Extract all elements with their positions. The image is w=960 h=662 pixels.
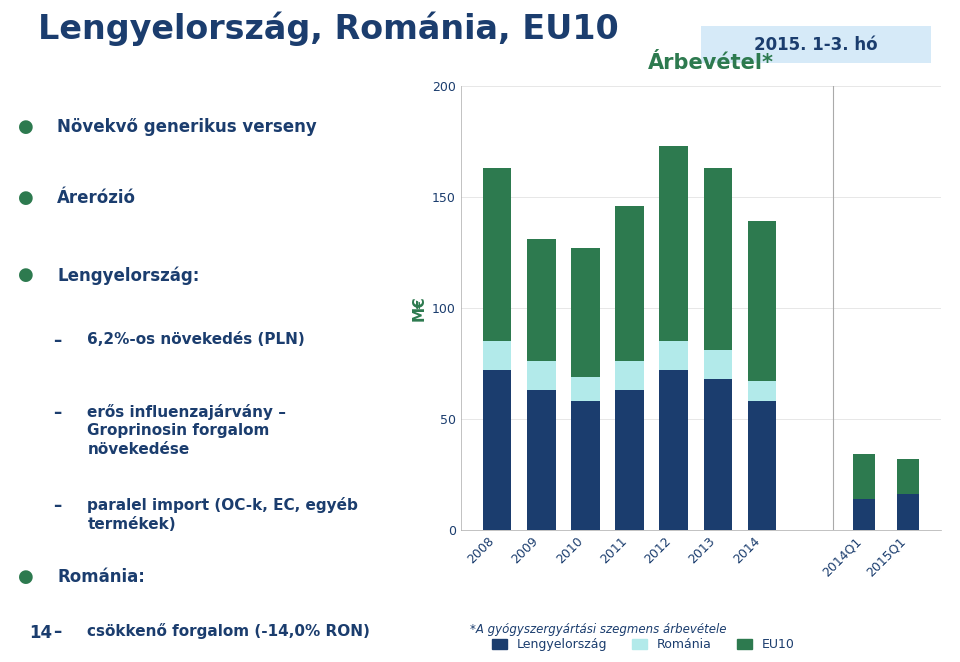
Text: csökkenő forgalom (-14,0% RON): csökkenő forgalom (-14,0% RON): [87, 624, 371, 639]
Text: 2015. 1-3. hó: 2015. 1-3. hó: [755, 36, 877, 54]
Bar: [852, 454, 875, 498]
Bar: [660, 341, 688, 370]
Text: ●: ●: [18, 569, 34, 587]
Text: 14: 14: [29, 624, 52, 642]
Bar: [615, 206, 644, 361]
Bar: [748, 381, 777, 401]
Bar: [660, 370, 688, 530]
Text: –: –: [53, 497, 61, 515]
Bar: [704, 168, 732, 350]
Text: ●: ●: [18, 118, 34, 136]
Bar: [748, 221, 777, 381]
Text: ●: ●: [18, 189, 34, 207]
Text: Árerózió: Árerózió: [58, 189, 136, 207]
Bar: [483, 341, 512, 370]
Text: ●: ●: [18, 266, 34, 284]
Bar: [897, 459, 919, 494]
Text: –: –: [53, 404, 61, 422]
Bar: [527, 361, 556, 390]
Text: 6,2%-os növekedés (PLN): 6,2%-os növekedés (PLN): [87, 332, 305, 347]
Text: erős influenzajárvány –
Groprinosin forgalom
növekedése: erős influenzajárvány – Groprinosin forg…: [87, 404, 286, 457]
Text: paralel import (OC-k, EC, egyéb
termékek): paralel import (OC-k, EC, egyéb termékek…: [87, 497, 358, 532]
Bar: [527, 239, 556, 361]
Bar: [748, 401, 777, 530]
Text: *A gyógyszergyártási szegmens árbevétele: *A gyógyszergyártási szegmens árbevétele: [470, 622, 727, 636]
Bar: [483, 370, 512, 530]
Text: Lengyelország, Románia, EU10: Lengyelország, Románia, EU10: [38, 12, 619, 46]
Y-axis label: M€: M€: [412, 295, 426, 320]
Text: –: –: [53, 332, 61, 350]
Bar: [483, 168, 512, 341]
Bar: [660, 146, 688, 341]
Bar: [897, 494, 919, 530]
Bar: [704, 379, 732, 530]
Text: Árbevétel*: Árbevétel*: [647, 53, 774, 73]
Bar: [704, 350, 732, 379]
Bar: [615, 361, 644, 390]
Bar: [571, 248, 600, 377]
Text: –: –: [53, 624, 61, 641]
Bar: [571, 377, 600, 401]
Bar: [852, 498, 875, 530]
Legend: Lengyelország, Románia, EU10: Lengyelország, Románia, EU10: [487, 634, 800, 657]
Bar: [527, 390, 556, 530]
Bar: [571, 401, 600, 530]
Text: Növekvő generikus verseny: Növekvő generikus verseny: [58, 118, 317, 136]
Bar: [615, 390, 644, 530]
Text: Románia:: Románia:: [58, 569, 145, 587]
Text: Lengyelország:: Lengyelország:: [58, 266, 200, 285]
